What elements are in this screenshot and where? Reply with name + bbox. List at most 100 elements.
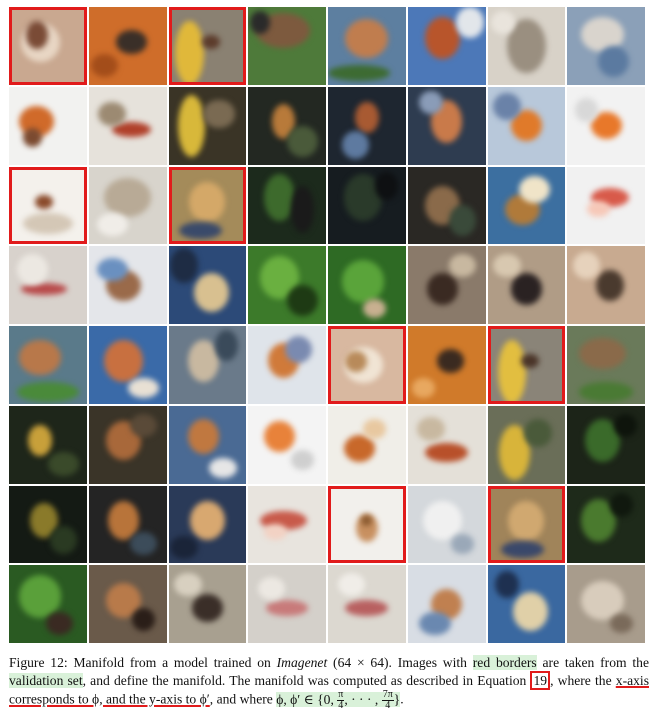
generated-image-tile bbox=[407, 246, 486, 324]
image-region bbox=[448, 205, 476, 237]
image-region bbox=[580, 580, 624, 620]
caption-axes: x-axis corresponds to ϕ, and the y-axis … bbox=[9, 673, 649, 707]
image-region bbox=[425, 442, 468, 463]
image-region bbox=[456, 7, 484, 39]
image-region bbox=[18, 339, 62, 375]
image-region bbox=[28, 425, 52, 457]
generated-image-tile bbox=[407, 326, 486, 404]
generated-image-tile bbox=[328, 246, 406, 324]
image-region bbox=[501, 540, 545, 559]
generated-image-tile bbox=[567, 246, 645, 324]
image-region bbox=[250, 10, 270, 35]
image-region bbox=[187, 419, 220, 455]
image-region bbox=[362, 298, 387, 319]
image-region bbox=[189, 182, 226, 222]
image-region bbox=[96, 257, 128, 282]
generated-image-tile bbox=[407, 7, 486, 85]
image-region bbox=[518, 176, 550, 204]
validation-image-tile bbox=[487, 326, 566, 404]
validation-image-tile bbox=[9, 166, 87, 245]
generated-image-tile bbox=[88, 565, 167, 643]
validation-image-tile bbox=[9, 7, 87, 85]
image-region bbox=[436, 349, 465, 373]
set-open: ϕ, ϕ′ ∈ {0, bbox=[276, 691, 338, 707]
image-region bbox=[175, 20, 204, 82]
image-region bbox=[193, 273, 229, 313]
image-region bbox=[337, 573, 365, 597]
image-region bbox=[35, 194, 54, 209]
fraction-2-denominator: 4 bbox=[385, 700, 391, 711]
image-region bbox=[215, 329, 239, 361]
generated-image-tile bbox=[407, 485, 486, 564]
image-region bbox=[497, 339, 527, 401]
image-region bbox=[491, 10, 515, 35]
image-region bbox=[129, 413, 157, 437]
generated-image-tile bbox=[487, 565, 566, 643]
image-region bbox=[178, 94, 206, 157]
image-region bbox=[49, 526, 78, 554]
set-close: } bbox=[393, 691, 401, 707]
image-region bbox=[423, 501, 463, 540]
image-region bbox=[108, 501, 140, 540]
image-region bbox=[263, 524, 288, 540]
validation-image-tile bbox=[328, 326, 406, 404]
generated-image-tile bbox=[9, 485, 87, 564]
generated-image-tile bbox=[88, 7, 167, 85]
fraction-7pi-over-4: 7π 4 bbox=[381, 689, 394, 711]
image-region bbox=[22, 212, 73, 235]
image-region bbox=[495, 571, 519, 599]
image-region bbox=[265, 600, 309, 616]
image-region bbox=[361, 515, 373, 527]
generated-image-tile bbox=[168, 86, 247, 165]
image-region bbox=[586, 201, 610, 218]
image-region bbox=[291, 185, 315, 233]
equation-reference[interactable]: 19 bbox=[530, 671, 551, 690]
image-region bbox=[573, 252, 601, 280]
image-region bbox=[448, 254, 476, 278]
caption-dataset: Imagenet bbox=[276, 655, 328, 670]
image-region bbox=[112, 121, 151, 138]
image-region bbox=[131, 608, 155, 632]
image-region bbox=[328, 65, 391, 81]
image-region bbox=[285, 335, 313, 363]
image-region bbox=[170, 536, 198, 560]
generated-image-tile bbox=[88, 485, 167, 564]
generated-image-tile bbox=[168, 565, 247, 643]
generated-image-tile bbox=[328, 7, 406, 85]
validation-image-tile bbox=[168, 7, 247, 85]
image-region bbox=[201, 35, 220, 50]
image-region bbox=[271, 104, 295, 140]
generated-image-tile bbox=[248, 166, 326, 245]
image-region bbox=[209, 458, 237, 478]
fraction-1-numerator: π bbox=[337, 689, 345, 701]
generated-image-tile bbox=[567, 405, 645, 484]
fraction-2-numerator: 7π bbox=[381, 689, 394, 701]
caption-text-2: , and define the manifold. The manifold … bbox=[82, 673, 531, 688]
generated-image-tile bbox=[567, 86, 645, 165]
image-region bbox=[170, 248, 198, 284]
image-region bbox=[96, 213, 128, 237]
image-region bbox=[129, 532, 157, 556]
generated-image-tile bbox=[248, 7, 326, 85]
generated-image-tile bbox=[248, 246, 326, 324]
image-region bbox=[257, 576, 286, 601]
caption-text-4: , and where bbox=[209, 691, 277, 707]
validation-image-tile bbox=[328, 485, 406, 564]
image-region bbox=[104, 178, 151, 218]
image-region bbox=[584, 419, 620, 463]
image-region bbox=[493, 92, 521, 120]
image-region bbox=[90, 53, 118, 77]
generated-image-tile bbox=[328, 166, 406, 245]
generated-image-tile bbox=[407, 405, 486, 484]
image-region bbox=[510, 273, 542, 305]
image-region bbox=[578, 337, 626, 369]
image-region bbox=[610, 613, 634, 634]
image-region bbox=[189, 501, 225, 540]
caption-red-borders: red borders bbox=[472, 655, 537, 670]
generated-image-tile bbox=[407, 86, 486, 165]
image-region bbox=[427, 273, 459, 305]
image-region bbox=[419, 611, 451, 636]
generated-image-tile bbox=[88, 86, 167, 165]
